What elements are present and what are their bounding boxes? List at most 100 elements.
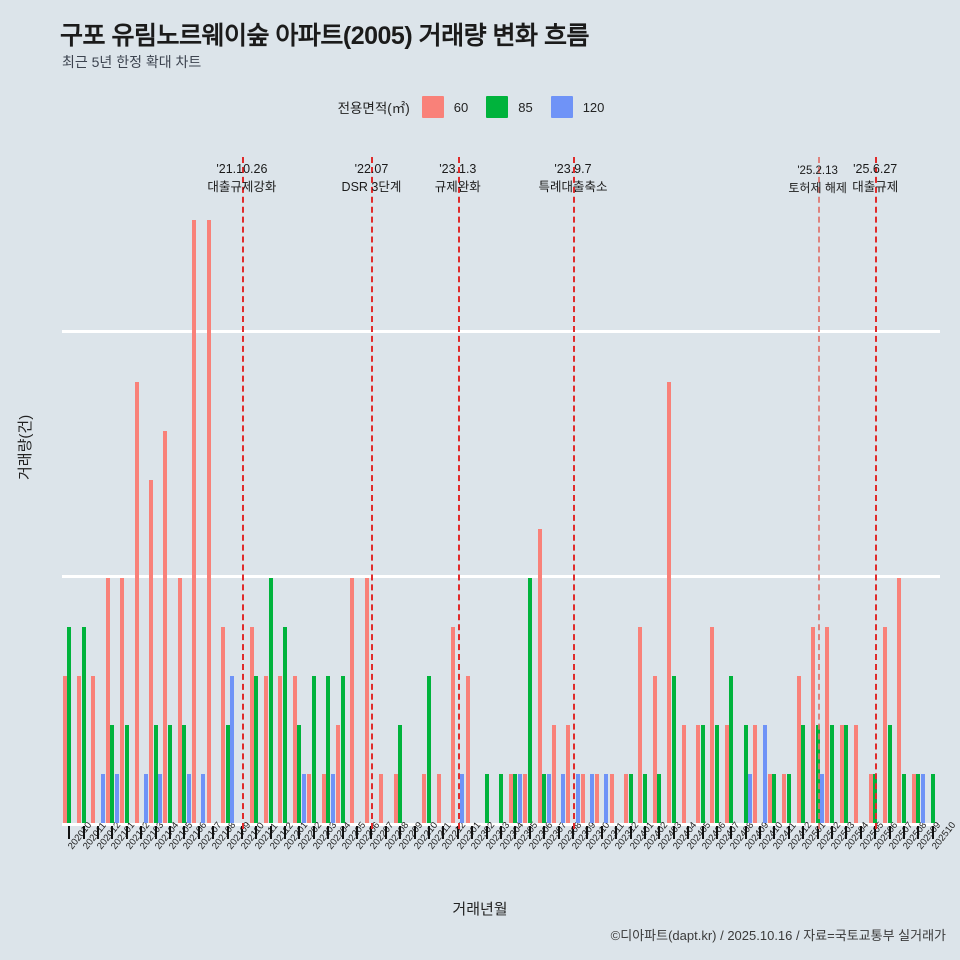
bar-202108-60[interactable] (206, 219, 211, 823)
bar-202103-60[interactable] (134, 381, 139, 823)
bar-202507-85[interactable] (887, 724, 892, 823)
bar-202403-85[interactable] (657, 773, 662, 823)
bar-202407-85[interactable] (714, 724, 719, 823)
bar-202504-60[interactable] (839, 724, 844, 823)
bar-202103-120[interactable] (143, 773, 148, 823)
bar-202011-85[interactable] (81, 626, 86, 823)
bar-202509-85[interactable] (916, 773, 921, 823)
bar-202111-85[interactable] (254, 675, 259, 823)
bar-202201-85[interactable] (283, 626, 288, 823)
bar-202310-120[interactable] (589, 773, 594, 823)
bar-202411-85[interactable] (772, 773, 777, 823)
bar-202205-85[interactable] (340, 675, 345, 823)
bar-202307-120[interactable] (546, 773, 551, 823)
bar-202501-60[interactable] (796, 675, 801, 823)
bar-202309-120[interactable] (575, 773, 580, 823)
bar-202404-85[interactable] (671, 675, 676, 823)
bar-202011-60[interactable] (76, 675, 81, 823)
bar-202109-60[interactable] (220, 626, 225, 823)
bar-202402-60[interactable] (638, 626, 643, 823)
bar-202309-60[interactable] (566, 724, 571, 823)
bar-202507-60[interactable] (883, 626, 888, 823)
bar-202302-60[interactable] (465, 675, 470, 823)
bar-202301-60[interactable] (451, 626, 456, 823)
bar-202105-85[interactable] (167, 724, 172, 823)
bar-202208-60[interactable] (379, 773, 384, 823)
bar-202406-85[interactable] (700, 724, 705, 823)
bar-202406-60[interactable] (695, 724, 700, 823)
bar-202508-85[interactable] (902, 773, 906, 823)
bar-202102-60[interactable] (120, 577, 125, 823)
bar-202411-60[interactable] (767, 773, 772, 823)
bar-202202-85[interactable] (297, 724, 302, 823)
bar-202206-60[interactable] (350, 577, 355, 823)
bar-202404-60[interactable] (667, 381, 672, 823)
bar-202503-60[interactable] (825, 626, 830, 823)
bar-202305-60[interactable] (508, 773, 513, 823)
bar-202205-60[interactable] (336, 724, 341, 823)
bar-202104-120[interactable] (158, 773, 163, 823)
bar-202209-60[interactable] (393, 773, 398, 823)
bar-202506-60[interactable] (868, 773, 873, 823)
bar-202207-60[interactable] (364, 577, 369, 823)
bar-202310-60[interactable] (580, 773, 585, 823)
bar-202202-60[interactable] (292, 675, 297, 823)
bar-202307-85[interactable] (542, 773, 547, 823)
bar-202407-60[interactable] (710, 626, 715, 823)
legend-item-60[interactable]: 60 (421, 96, 468, 118)
bar-202502-120[interactable] (820, 773, 825, 823)
bar-202111-60[interactable] (249, 626, 254, 823)
bar-202204-85[interactable] (326, 675, 331, 823)
bar-202012-60[interactable] (91, 675, 96, 823)
bar-202305-85[interactable] (513, 773, 518, 823)
bar-202501-85[interactable] (801, 724, 806, 823)
bar-202104-60[interactable] (148, 479, 153, 823)
bar-202010-60[interactable] (62, 675, 67, 823)
bar-202408-60[interactable] (724, 724, 729, 823)
bar-202204-60[interactable] (321, 773, 326, 823)
bar-202306-60[interactable] (523, 773, 528, 823)
legend-item-120[interactable]: 120 (550, 96, 604, 118)
legend-item-85[interactable]: 85 (486, 96, 533, 118)
bar-202209-85[interactable] (398, 724, 403, 823)
bar-202505-60[interactable] (854, 724, 859, 823)
bar-202311-120[interactable] (604, 773, 609, 823)
bar-202107-60[interactable] (192, 219, 197, 823)
bar-202308-60[interactable] (551, 724, 556, 823)
bar-202211-60[interactable] (422, 773, 427, 823)
bar-202312-60[interactable] (609, 773, 614, 823)
bar-202203-60[interactable] (307, 773, 312, 823)
bar-202012-120[interactable] (100, 773, 105, 823)
bar-202107-120[interactable] (201, 773, 206, 823)
bar-202010-85[interactable] (67, 626, 72, 823)
bar-202106-85[interactable] (182, 724, 187, 823)
bar-202112-85[interactable] (268, 577, 273, 823)
bar-202101-60[interactable] (105, 577, 110, 823)
bar-202203-85[interactable] (311, 675, 316, 823)
bar-202409-85[interactable] (743, 724, 748, 823)
bar-202112-60[interactable] (264, 675, 269, 823)
bar-202405-60[interactable] (681, 724, 686, 823)
bar-202410-120[interactable] (762, 724, 767, 823)
bar-202201-60[interactable] (278, 675, 283, 823)
bar-202503-85[interactable] (830, 724, 835, 823)
bar-202101-85[interactable] (110, 724, 115, 823)
bar-202109-85[interactable] (225, 724, 230, 823)
bar-202102-85[interactable] (124, 724, 129, 823)
bar-202403-60[interactable] (652, 675, 657, 823)
bar-202106-60[interactable] (177, 577, 182, 823)
bar-202408-85[interactable] (729, 675, 734, 823)
bar-202106-120[interactable] (186, 773, 191, 823)
bar-202304-85[interactable] (498, 773, 503, 823)
bar-202502-60[interactable] (811, 626, 816, 823)
bar-202202-120[interactable] (302, 773, 307, 823)
bar-202211-85[interactable] (427, 675, 432, 823)
bar-202402-85[interactable] (642, 773, 647, 823)
bar-202109-120[interactable] (230, 675, 235, 823)
bar-202204-120[interactable] (330, 773, 335, 823)
bar-202303-85[interactable] (484, 773, 489, 823)
bar-202212-60[interactable] (436, 773, 441, 823)
bar-202504-85[interactable] (844, 724, 849, 823)
bar-202401-85[interactable] (628, 773, 633, 823)
bar-202510-85[interactable] (930, 773, 935, 823)
